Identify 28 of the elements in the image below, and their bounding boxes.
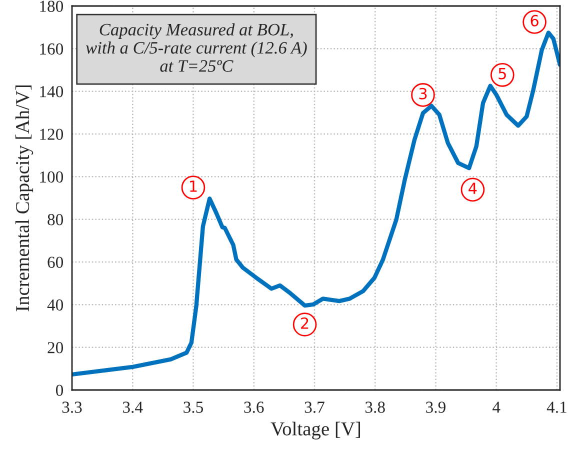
y-tick-label: 80 [48,214,64,226]
x-tick-label: 4 [492,402,500,413]
annotation: Capacity Measured at BOL, with a C/5-rate current (12.6 A) at T=25ºC [86,23,307,72]
annotation: 5 [498,68,506,80]
y-tick-label: 40 [47,299,64,311]
x-tick-label: 3.4 [123,402,143,413]
y-tick-label: 20 [48,342,64,354]
y-tick-label: 120 [40,128,64,140]
x-tick-label: 3.6 [244,402,264,413]
x-tick-label: 3.7 [304,402,324,413]
annotation: 3 [419,88,427,100]
annotation: 4 [468,182,477,194]
y-axis-title: Incremental Capacity [Ah/V] [15,86,34,312]
y-tick-label: 180 [40,0,64,12]
x-tick-label: 3.9 [426,402,446,413]
x-tick-label: 3.8 [365,402,385,413]
x-tick-label: 3.5 [184,402,204,413]
annotation: 6 [530,14,538,26]
y-tick-label: 140 [40,86,64,98]
y-tick-label: 0 [56,384,64,396]
y-tick-label: 160 [40,43,64,55]
x-tick-label: 3.3 [62,402,82,413]
annotation: 1 [190,180,197,192]
x-axis-title: Voltage [V] [270,422,360,440]
y-tick-label: 60 [48,256,64,268]
y-tick-label: 100 [40,171,64,183]
x-tick-label: 4.1 [546,402,566,413]
annotation: 2 [301,317,308,329]
